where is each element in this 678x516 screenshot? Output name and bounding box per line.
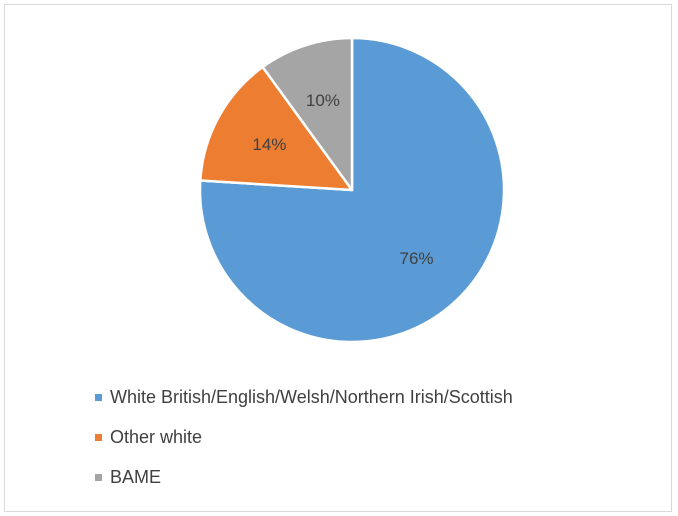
data-label-bame: 10% [306,91,340,110]
data-label-other-white: 14% [252,135,286,154]
data-label-white-british: 76% [399,249,433,268]
pie-chart: 76% 14% 10% [198,36,506,344]
legend-item-white-british: White British/English/Welsh/Northern Iri… [95,377,513,417]
legend-item-other-white: Other white [95,417,513,457]
pie-slice-bame [261,36,354,192]
legend-swatch-other-white [95,433,102,441]
legend-swatch-white-british [95,393,102,401]
pie-slice-white-british [198,36,506,344]
pie-slice-other-white [199,65,354,192]
legend: White British/English/Welsh/Northern Iri… [95,377,513,497]
legend-label-other-white: Other white [110,426,203,447]
chart-area: 76% 14% 10% White British/English/Welsh/No… [4,4,672,512]
legend-item-bame: BAME [95,457,513,497]
legend-label-bame: BAME [110,466,162,487]
legend-label-white-british: White British/English/Welsh/Northern Iri… [110,386,513,407]
legend-swatch-bame [95,473,102,481]
